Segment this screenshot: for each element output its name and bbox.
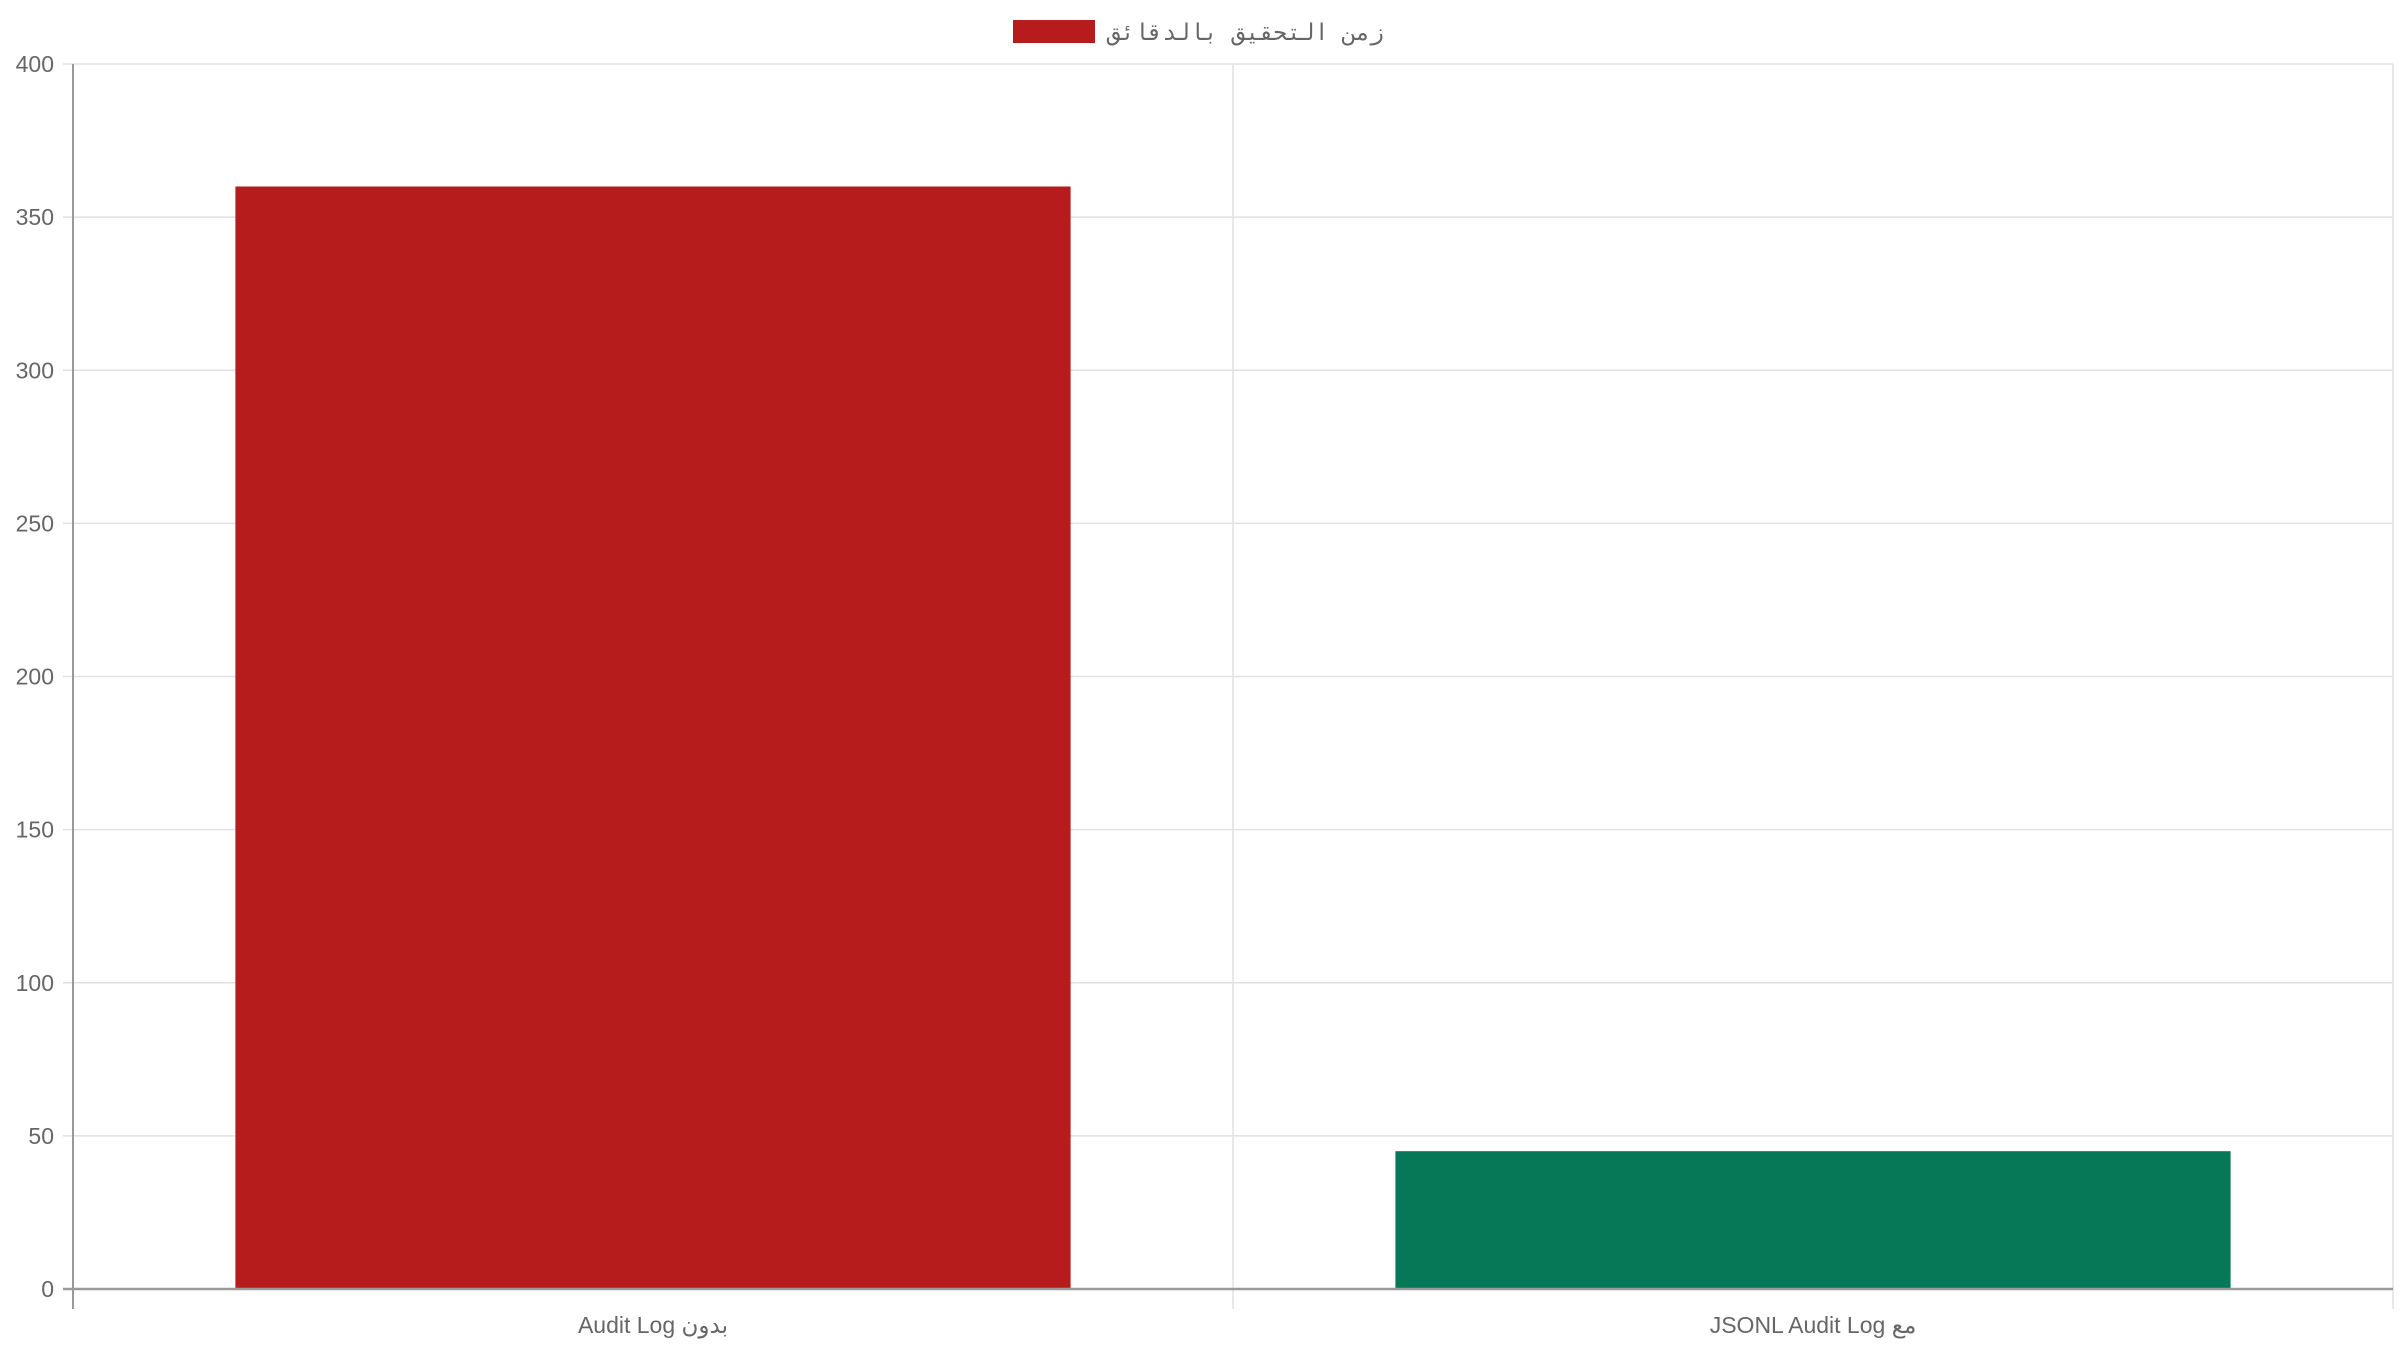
x-tick-label: بدون Audit Log (578, 1312, 728, 1339)
legend[interactable]: زمن التحقيق بالدقائق (1013, 20, 1384, 46)
legend-label: زمن التحقيق بالدقائق (1106, 20, 1384, 46)
x-tick-label: مع JSONL Audit Log (1710, 1312, 1917, 1339)
y-tick-label: 150 (16, 817, 54, 843)
bar (1395, 1151, 2231, 1289)
y-tick-label: 0 (41, 1276, 54, 1302)
axes: 0 50 100 150 200 250 300 350 400 بدون Audit Log مع… (16, 51, 2393, 1339)
y-tick-label: 250 (16, 510, 54, 536)
y-tick-label: 400 (16, 51, 54, 77)
y-tick-label: 350 (16, 204, 54, 230)
bars (235, 186, 2231, 1289)
bar (235, 186, 1071, 1289)
legend-swatch (1013, 20, 1095, 43)
y-tick-label: 300 (16, 357, 54, 383)
y-tick-label: 50 (28, 1123, 54, 1149)
y-tick-label: 100 (16, 970, 54, 996)
y-tick-label: 200 (16, 664, 54, 690)
